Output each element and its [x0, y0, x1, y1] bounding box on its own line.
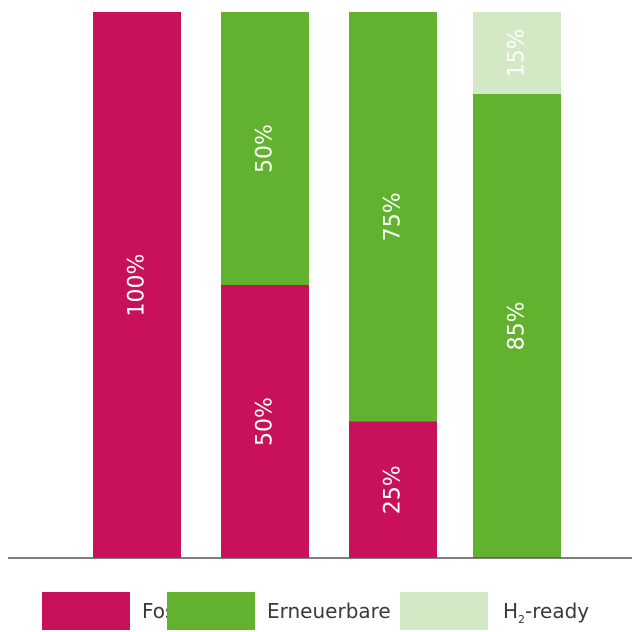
bar-2-fossil	[221, 285, 309, 558]
legend-label-h2-suffix: -ready	[525, 599, 590, 623]
legend-swatch-erneuerbare	[167, 592, 255, 630]
legend-swatch-h2-ready	[400, 592, 488, 630]
bar-3-erneuerbare	[349, 12, 437, 422]
legend-label-h2-prefix: H	[503, 599, 519, 623]
bar-2-erneuerbare-label: 50%	[253, 124, 278, 173]
bar-4-h2-ready	[473, 12, 561, 94]
bar-3-fossil	[349, 421, 437, 558]
bars-group: 100% 50% 50% 25% 75% 85% 15%	[93, 12, 561, 559]
bar-4-h2-ready-label: 15%	[505, 28, 530, 77]
bar-4-erneuerbare-label: 85%	[505, 301, 530, 350]
legend-label-h2-subscript: 2	[518, 613, 526, 626]
bar-1-fossil-label: 100%	[125, 254, 150, 317]
legend: Fossil Erneuerbare H2-ready	[0, 592, 641, 632]
bar-3-erneuerbare-label: 75%	[381, 192, 406, 241]
bar-4-erneuerbare	[473, 93, 561, 559]
bar-2-fossil-label: 50%	[253, 397, 278, 446]
stacked-bar-chart: 100% 50% 50% 25% 75% 85% 15%	[8, 12, 632, 559]
bar-1-fossil	[93, 12, 181, 558]
legend-label-erneuerbare: Erneuerbare	[267, 599, 391, 623]
legend-swatch-fossil	[42, 592, 130, 630]
bar-2-erneuerbare	[221, 12, 309, 285]
legend-label-h2-ready: H2-ready	[503, 599, 589, 626]
bar-3-fossil-label: 25%	[381, 465, 406, 514]
